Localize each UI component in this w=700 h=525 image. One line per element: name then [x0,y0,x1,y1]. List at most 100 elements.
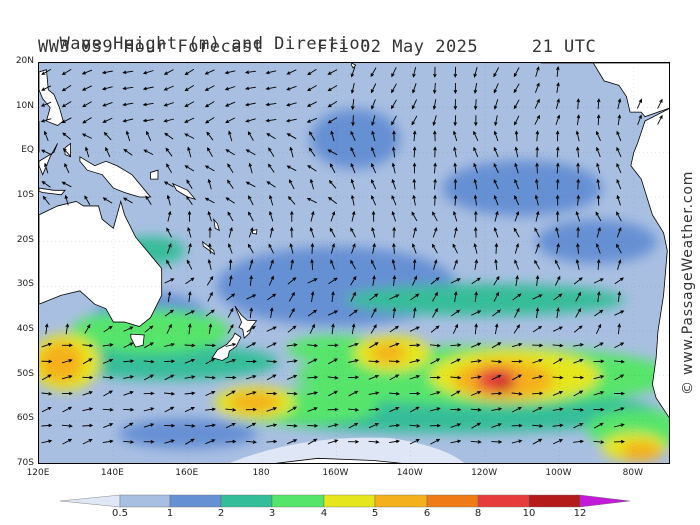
wave-direction-arrow [246,294,257,300]
wave-direction-arrow [471,310,482,316]
tasmania-land [130,333,145,348]
wave-direction-arrow [371,115,376,126]
wave-direction-arrow [41,85,52,91]
wave-direction-arrow [41,406,52,413]
wave-direction-arrow [470,375,482,379]
latitude-label: 10S [16,190,34,200]
direction-arrows [40,65,663,445]
wave-direction-arrow [184,101,195,108]
wave-direction-arrow [225,375,237,380]
wave-direction-arrow [204,69,215,75]
wave-direction-arrow [596,258,601,270]
wave-direction-arrow [616,146,622,158]
swell-patch-6m [621,441,662,462]
wave-direction-arrow [391,178,397,190]
wave-direction-arrow [185,277,195,285]
hawaii-land [350,63,357,69]
wave-direction-arrow [206,275,214,286]
wave-direction-arrow [205,423,216,428]
wave-direction-arrow [474,258,479,270]
wave-direction-arrow [350,227,356,238]
swell-patch-6m [370,343,407,364]
latitude-label: 50S [16,368,34,379]
wave-direction-arrow [412,258,417,270]
wave-direction-arrow [286,424,298,428]
wave-direction-arrow [266,359,278,364]
wave-direction-arrow [290,258,295,270]
wave-direction-arrow [512,293,522,301]
wave-direction-arrow [225,390,236,397]
lesser-sunda-land [39,187,66,196]
wave-direction-arrow [248,227,254,238]
legend-swatch [528,494,581,508]
wave-direction-arrow [289,210,294,222]
wave-direction-arrow [207,178,212,190]
wave-direction-arrow [613,423,625,428]
wave-direction-arrow [184,133,195,139]
wave-direction-arrow [164,423,176,428]
wave-direction-arrow [41,392,53,396]
longitude-label: 160E [175,468,199,478]
wave-height-field [39,108,669,462]
wave-direction-arrow [328,358,339,365]
latitude-label: EQ [21,145,34,156]
latitude-label: 40S [16,324,34,334]
wave-direction-arrow [595,243,601,254]
swell-patch-6m [228,392,281,413]
wave-direction-arrow [371,195,377,206]
wave-direction-arrow [306,197,317,204]
wave-direction-arrow [225,197,235,204]
wave-direction-arrow [368,423,380,429]
wave-direction-arrow [514,115,520,126]
wave-direction-arrow [453,99,458,111]
wave-direction-arrow [331,323,335,335]
wave-direction-arrow [391,258,396,270]
wave-direction-arrow [409,439,420,445]
wave-direction-arrow [411,275,418,286]
wave-direction-arrow [102,117,113,123]
longitude-label: 160W [322,468,349,478]
wave-direction-arrow [511,439,523,444]
wave-direction-arrow [554,259,561,270]
wave-direction-arrow [308,147,316,157]
wave-direction-arrow [245,181,256,188]
wave-direction-arrow [513,67,520,78]
wave-direction-arrow [265,102,277,107]
wave-direction-arrow [391,115,397,126]
legend-swatch [119,494,171,508]
wave-direction-arrow [265,70,277,75]
wave-direction-arrow [471,277,481,285]
wave-direction-arrow [228,258,233,270]
wave-direction-arrow [493,146,499,158]
wave-direction-arrow [103,325,113,333]
wave-direction-arrow [287,439,298,445]
wave-direction-arrow [368,407,380,412]
wave-direction-arrow [473,194,478,206]
wave-direction-arrow [84,195,91,206]
wave-direction-arrow [474,323,478,335]
wave-direction-arrow [307,85,317,92]
wave-direction-arrow [492,309,502,317]
wave-direction-arrow [473,83,478,95]
wave-direction-arrow [432,211,438,222]
wave-direction-arrow [371,162,377,174]
wave-direction-arrow [269,226,274,238]
wave-direction-arrow [493,275,500,286]
wave-direction-arrow [372,274,376,286]
wave-direction-arrow [188,242,192,254]
wave-direction-arrow [491,359,503,364]
wave-direction-arrow [657,98,663,109]
fiji-land [251,229,258,235]
latitude-label: 70S [16,458,34,468]
philippines-land [39,69,64,126]
wave-direction-arrow [351,115,355,127]
wave-direction-arrow [188,291,192,303]
wave-direction-arrow [616,178,622,190]
wave-direction-arrow [389,294,400,300]
wave-direction-arrow [266,391,278,396]
wave-direction-arrow [513,324,520,334]
wave-direction-arrow [102,343,114,347]
wave-direction-arrow [532,391,544,396]
wave-direction-arrow [245,375,257,380]
wave-direction-arrow [82,343,94,348]
